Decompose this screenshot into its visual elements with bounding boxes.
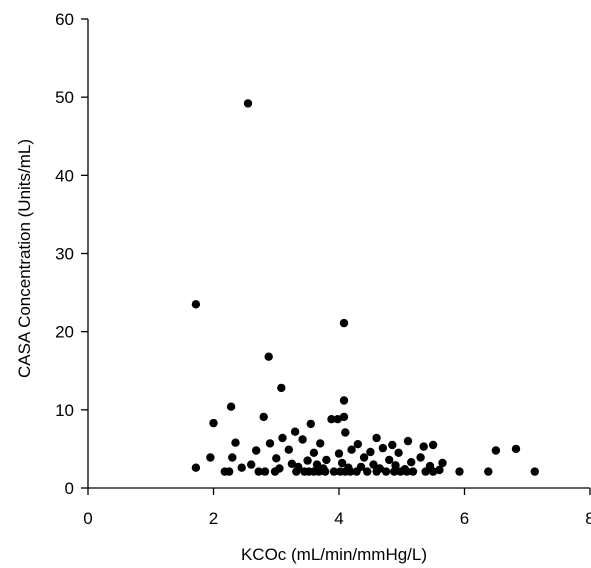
data-point — [390, 467, 399, 476]
data-point — [333, 415, 342, 424]
data-point — [284, 445, 293, 454]
data-point — [428, 440, 438, 450]
data-point — [337, 458, 347, 468]
data-point — [329, 467, 339, 476]
data-point — [228, 453, 237, 462]
data-point — [530, 467, 539, 476]
data-point — [259, 412, 268, 422]
data-point — [416, 453, 425, 462]
data-point — [381, 467, 391, 476]
data-point — [388, 440, 397, 450]
data-point — [237, 463, 246, 472]
data-point — [339, 396, 349, 405]
data-points — [191, 99, 539, 476]
data-point — [341, 428, 350, 437]
y-tick-label: 40 — [55, 166, 74, 185]
data-point — [252, 446, 261, 455]
x-tick-label: 2 — [209, 509, 218, 528]
y-axis: 0 10 20 30 40 50 60 — [55, 10, 89, 498]
data-point — [191, 463, 201, 472]
data-point — [402, 467, 411, 476]
data-point — [455, 467, 464, 476]
data-point — [484, 467, 493, 476]
data-point — [347, 445, 356, 454]
data-point — [327, 415, 336, 424]
data-point — [334, 449, 344, 458]
y-axis-title: CASA Concentration (Units/mL) — [15, 139, 34, 378]
data-point — [403, 436, 413, 446]
x-axis: 0 2 4 6 8 — [83, 487, 591, 528]
data-point — [306, 419, 315, 429]
data-point — [270, 467, 280, 476]
data-point — [428, 467, 438, 476]
data-point — [226, 402, 236, 411]
data-point — [491, 446, 501, 455]
data-point — [407, 458, 416, 467]
x-axis-title: KCOc (mL/min/mmHg/L) — [241, 545, 427, 564]
data-point — [421, 467, 430, 476]
data-point — [385, 455, 394, 465]
data-point — [260, 467, 270, 476]
x-tick-label: 4 — [334, 509, 343, 528]
data-point — [277, 383, 286, 393]
data-point — [290, 427, 300, 436]
data-point — [243, 99, 253, 108]
data-point — [511, 444, 521, 454]
data-point — [316, 439, 325, 448]
data-point — [278, 433, 287, 443]
y-tick-label: 20 — [55, 323, 74, 342]
data-point — [292, 467, 301, 476]
data-point — [435, 465, 444, 475]
data-point — [312, 460, 322, 469]
data-point — [359, 453, 369, 462]
data-point — [369, 460, 378, 469]
data-point — [419, 442, 428, 451]
data-point — [322, 455, 331, 465]
y-tick-label: 10 — [55, 401, 74, 420]
data-point — [339, 318, 349, 328]
data-point — [272, 454, 281, 463]
data-point — [352, 467, 361, 476]
data-point — [363, 467, 372, 476]
data-point — [191, 300, 201, 309]
data-point — [264, 352, 273, 361]
y-tick-label: 60 — [55, 10, 74, 29]
data-point — [314, 467, 324, 476]
data-point — [247, 460, 256, 469]
data-point — [438, 458, 447, 468]
data-point — [366, 447, 375, 457]
data-point — [391, 461, 400, 470]
data-point — [378, 443, 388, 453]
y-tick-label: 50 — [55, 88, 74, 107]
data-point — [225, 467, 234, 476]
data-point — [321, 467, 330, 476]
data-point — [309, 448, 319, 457]
y-tick-label: 0 — [65, 479, 74, 498]
data-point — [206, 453, 215, 462]
data-point — [254, 467, 263, 476]
data-point — [372, 467, 381, 476]
data-point — [303, 456, 312, 465]
data-point — [339, 412, 349, 422]
data-point — [265, 439, 275, 448]
data-point — [408, 467, 418, 476]
x-tick-label: 6 — [460, 509, 469, 528]
data-point — [346, 467, 355, 476]
data-point — [396, 467, 405, 476]
x-tick-label: 8 — [585, 509, 591, 528]
y-tick-label: 30 — [55, 245, 74, 264]
data-point — [298, 435, 307, 444]
data-point — [372, 433, 381, 443]
data-point — [394, 448, 403, 457]
data-point — [353, 440, 362, 449]
x-tick-label: 0 — [83, 509, 92, 528]
data-point — [287, 459, 297, 468]
data-point — [209, 418, 218, 428]
data-point — [231, 438, 240, 447]
